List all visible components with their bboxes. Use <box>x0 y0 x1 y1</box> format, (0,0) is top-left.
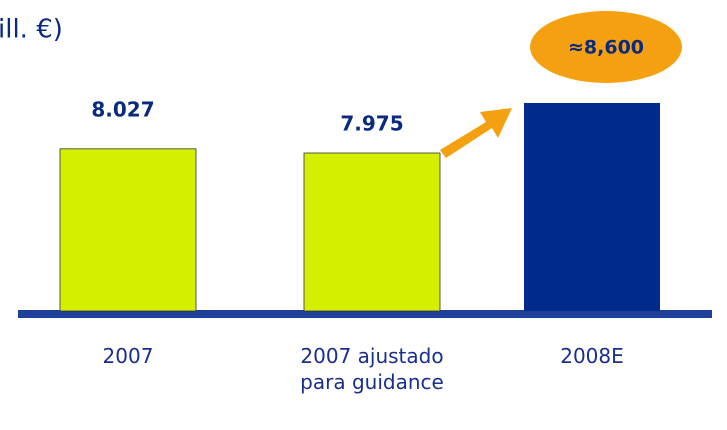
bar <box>59 148 197 312</box>
x-tick-label: 2007 <box>102 344 154 368</box>
value-label: 7.975 <box>340 112 403 136</box>
trend-arrow <box>440 108 512 158</box>
x-tick-label: 2008E <box>560 344 624 368</box>
chart-title: ill. €) <box>0 15 63 45</box>
bar <box>524 103 660 311</box>
value-label: 8.027 <box>91 97 154 121</box>
x-tick-label: 2007 ajustado para guidance <box>300 344 444 394</box>
callout-ellipse <box>530 11 682 83</box>
value-label: ≈8,600 <box>568 37 644 59</box>
bar <box>303 152 441 312</box>
